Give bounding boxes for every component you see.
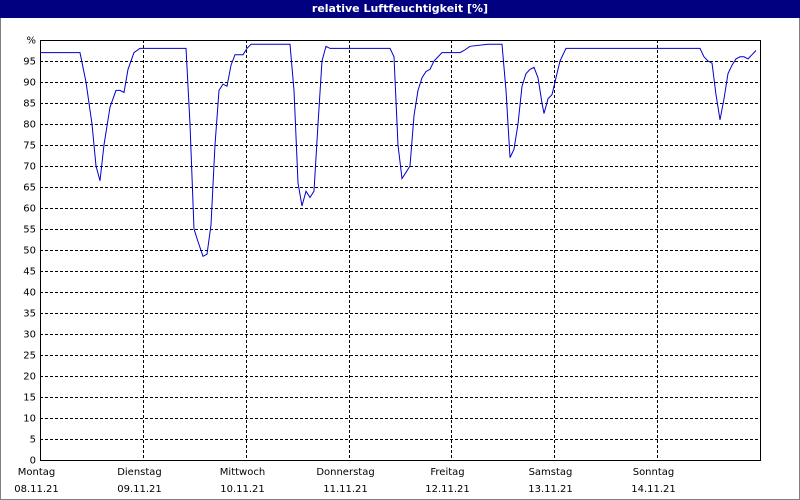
y-tick-label: %	[26, 36, 36, 47]
x-tick-date: 09.11.21	[117, 484, 162, 495]
x-tick-label: Dienstag	[117, 467, 162, 478]
y-tick-label: 75	[23, 141, 36, 152]
y-tick-label: 80	[23, 120, 36, 131]
y-tick-label: 40	[23, 288, 36, 299]
x-tick-label: Freitag	[430, 467, 464, 478]
y-tick-label: 20	[23, 372, 36, 383]
x-tick-date: 10.11.21	[220, 484, 265, 495]
y-tick-label: 10	[23, 414, 36, 425]
y-tick-label: 50	[23, 246, 36, 257]
y-tick-label: 60	[23, 204, 36, 215]
x-tick-date: 11.11.21	[323, 484, 368, 495]
y-tick-label: 15	[23, 393, 36, 404]
x-tick-date: 13.11.21	[528, 484, 573, 495]
x-tick-label: Mittwoch	[220, 467, 265, 478]
y-tick-label: 95	[23, 57, 36, 68]
y-tick-label: 25	[23, 351, 36, 362]
y-tick-label: 5	[30, 435, 36, 446]
data-line	[40, 43, 757, 258]
y-tick-label: 65	[23, 183, 36, 194]
title-bar	[0, 0, 800, 18]
x-tick-label: Samstag	[529, 467, 573, 478]
y-tick-label: 85	[23, 99, 36, 110]
y-tick-label: 0	[30, 456, 36, 467]
y-tick-label: 30	[23, 330, 36, 341]
y-tick-label: 90	[23, 78, 36, 89]
y-tick-label: 55	[23, 225, 36, 236]
x-tick-label: Donnerstag	[316, 467, 374, 478]
x-tick-date: 14.11.21	[631, 484, 676, 495]
x-tick-date: 12.11.21	[425, 484, 470, 495]
y-tick-label: 45	[23, 267, 36, 278]
chart-title: relative Luftfeuchtigkeit [%]	[312, 2, 488, 15]
x-tick-label: Montag	[18, 467, 55, 478]
x-tick-label: Sonntag	[633, 467, 675, 478]
x-tick-date: 08.11.21	[14, 484, 59, 495]
y-tick-label: 35	[23, 309, 36, 320]
y-tick-label: 70	[23, 162, 36, 173]
